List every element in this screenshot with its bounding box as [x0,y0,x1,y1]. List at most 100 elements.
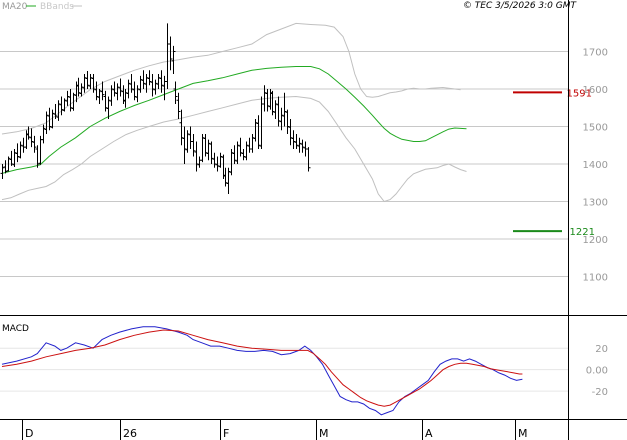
price-tick-label: 1400 [583,160,608,171]
ohlc-bar [144,74,149,93]
ohlc-bar [256,115,261,149]
ohlc-bar [173,81,178,104]
ohlc-bar [156,74,161,89]
ohlc-bar [223,167,228,187]
ohlc-bar [235,141,240,164]
ohlc-bar [12,149,17,167]
ohlc-bar [15,143,20,163]
x-tick-label: A [425,427,433,440]
ma20-overlay [1,66,467,174]
ohlc-bar [288,119,293,146]
ohlc-bar [38,135,43,165]
ohlc-bar [291,130,296,149]
ohlc-bar [176,92,181,119]
ohlc-bar [56,100,61,121]
ohlc-bar [197,156,202,168]
ohlc-bar [194,141,199,172]
ohlc-bar [0,164,5,179]
ohlc-bar [68,89,73,112]
ohlc-bar [32,135,37,153]
price-tick-label: 1600 [583,85,608,96]
ohlc-bar [159,70,164,93]
ohlc-bar [115,83,120,101]
ohlc-bar [76,77,81,97]
price-tick-label: 1200 [583,235,608,246]
price-tick-label: 1500 [583,123,608,134]
price-tick-label: 1700 [583,48,608,59]
ohlc-bar [162,75,167,101]
ohlc-bar [182,126,187,164]
ohlc-bar [118,78,123,97]
ohlc-bar [241,149,246,161]
ohlc-bar [6,156,11,172]
ohlc-bar [53,104,58,119]
bbands-overlay [1,22,467,203]
ohlc-bar [26,126,31,140]
ohlc-bar [229,149,234,176]
ohlc-bar [300,139,305,153]
copyright-text: © TEC 3/5/2026 3:0 GMT [463,1,578,11]
price-levels: 1591 1221 [513,88,595,238]
ohlc-bar [85,71,90,89]
ohlc-bar [188,126,193,149]
ohlc-bar [129,74,134,93]
ohlc-bar [94,81,99,101]
ma20-line [1,66,467,174]
ohlc-bar [265,89,270,112]
ohlc-bar [138,75,143,93]
ohlc-bar [150,74,155,97]
macd-tick-label: -20 [592,387,608,398]
ohlc-bar [244,141,249,161]
bbands-upper-line [1,22,461,135]
ohlc-bar [82,74,87,93]
ohlc-bar [297,137,302,153]
macd-signal-line [1,329,523,407]
price-tick-label: 1100 [583,273,608,284]
x-tick-label: F [223,427,229,440]
ohlc-bar [232,145,237,164]
ohlc-bar [285,109,290,134]
x-tick-label: D [25,427,33,440]
ohlc-bar [132,81,137,101]
ohlc-bar [91,74,96,93]
ohlc-bar [153,79,158,95]
ohlc-bar [270,90,275,116]
ohlc-bar [262,85,267,112]
ohlc-bar [126,79,131,99]
x-tick-label: M [518,427,528,440]
ohlc-bar [206,139,211,161]
ohlc-bar [200,134,205,163]
ohlc-bar [273,100,278,119]
ohlc-bar [18,141,23,159]
ohlc-bar [250,134,255,153]
ohlc-bar [185,130,190,153]
resistance-level-label: 1591 [567,88,592,99]
bbands-legend-label: BBands [40,2,74,12]
ohlc-bar [112,81,117,97]
ohlc-bar [24,130,29,149]
ohlc-bar [238,137,243,157]
ohlc-bar [44,111,49,134]
ohlc-bar [268,89,273,110]
ohlc-bar [29,128,34,148]
ohlc-bar [279,107,284,131]
ohlc-bar [100,81,105,101]
bbands-lower-line [1,95,467,203]
ohlc-bar [88,74,93,89]
ohlc-bar [171,45,176,74]
price-tick-label: 1300 [583,198,608,209]
ohlc-bar [282,92,287,127]
ohlc-bar [97,89,102,104]
ohlc-bar [41,124,46,144]
ohlc-bar [65,90,70,106]
macd-panel [1,326,523,416]
ohlc-bar [253,119,258,142]
ohlc-bar [9,150,14,166]
ohlc-bar [62,98,67,112]
ohlc-bar [179,109,184,146]
ohlc-bar [226,167,231,194]
ohlc-bar [209,141,214,164]
ohlc-bar [218,152,223,168]
